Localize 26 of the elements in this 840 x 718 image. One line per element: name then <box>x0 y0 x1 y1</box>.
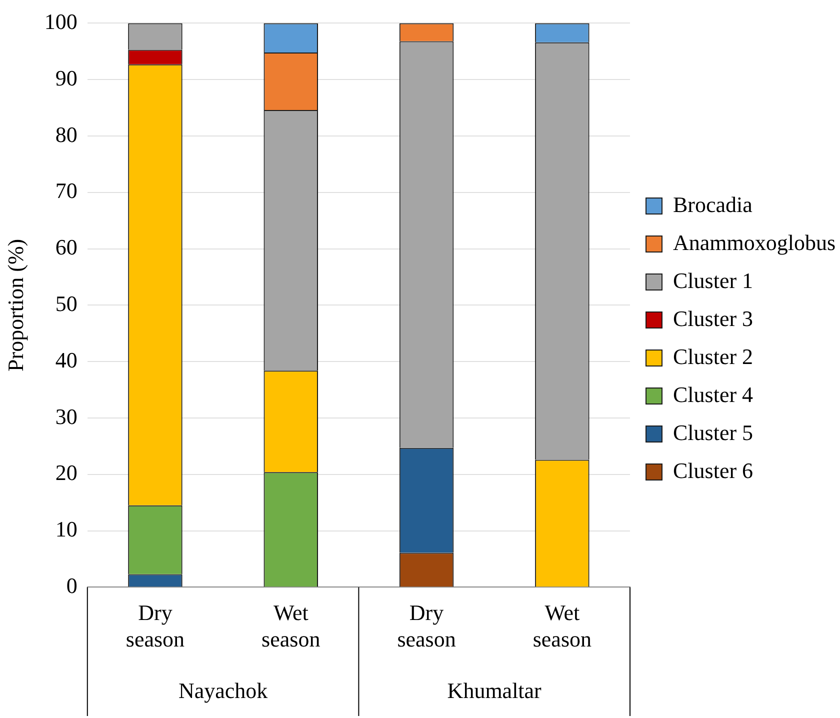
x-tick-label: Wet season <box>262 600 320 652</box>
text: Khumaltar <box>447 678 542 703</box>
legend-label: Cluster 3 <box>673 306 754 331</box>
legend-label: Anammoxoglobus <box>673 230 836 255</box>
y-tick-label: 40 <box>55 347 78 372</box>
y-tick-label: 0 <box>66 572 78 598</box>
legend-label: Brocadia <box>673 192 753 217</box>
y-tick-label: 30 <box>55 404 78 429</box>
text: Nayachok <box>178 678 268 703</box>
y-tick-label: 70 <box>55 178 78 204</box>
y-tick-label: 60 <box>55 234 78 260</box>
x-tick-label: Dry season <box>397 600 456 652</box>
legend-label: Cluster 5 <box>673 420 754 445</box>
y-tick-label: 80 <box>55 122 78 147</box>
y-tick-label: 100 <box>44 8 78 34</box>
legend-label: Cluster 1 <box>673 268 754 293</box>
y-tick-label: 50 <box>55 290 78 316</box>
legend-label: Cluster 6 <box>673 458 754 483</box>
y-tick-label: 90 <box>55 65 78 90</box>
x-tick-label: Wet season <box>532 600 592 652</box>
y-tick-label: 20 <box>55 460 78 486</box>
y-axis-title: Proportion (%) <box>2 238 28 372</box>
legend-label: Cluster 2 <box>673 344 754 369</box>
y-tick-label: 10 <box>55 516 78 542</box>
x-tick-label: Dry season <box>126 600 185 652</box>
legend-label: Cluster 4 <box>673 382 754 407</box>
